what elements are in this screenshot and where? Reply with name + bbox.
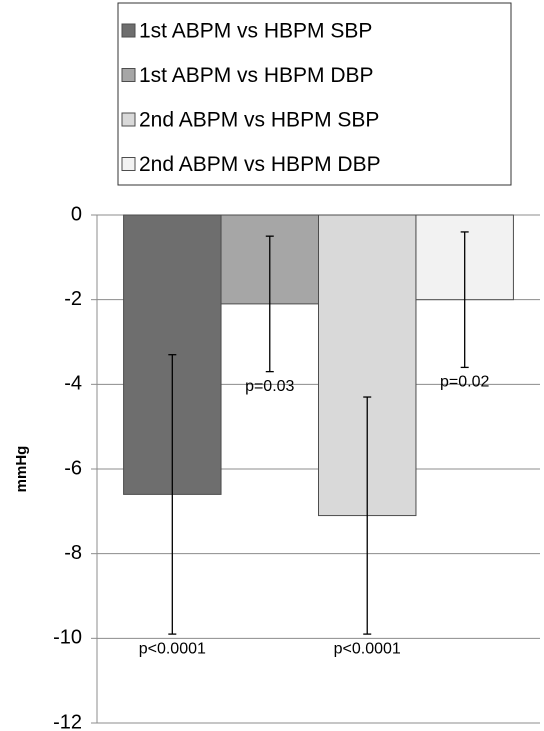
annotation: p<0.0001 <box>334 640 401 657</box>
legend-swatch <box>121 157 136 171</box>
legend-swatch <box>121 68 136 82</box>
y-tick-label: -4 <box>64 373 82 395</box>
legend-label: 1st ABPM vs HBPM SBP <box>139 20 372 43</box>
annotation: p=0.03 <box>245 378 294 395</box>
y-tick-label: -2 <box>64 288 82 310</box>
legend-swatch <box>121 23 136 38</box>
legend-swatch <box>121 112 136 127</box>
y-tick-label: -6 <box>64 457 82 479</box>
y-tick-label: -10 <box>53 627 82 649</box>
y-axis-label: mmHg <box>13 446 30 493</box>
legend-box <box>117 2 512 186</box>
y-tick-label: -8 <box>64 542 82 564</box>
y-tick-label: -12 <box>53 711 82 731</box>
legend-label: 1st ABPM vs HBPM DBP <box>139 64 374 87</box>
y-tick-label: 0 <box>71 203 82 225</box>
legend-label: 2nd ABPM vs HBPM SBP <box>139 109 379 132</box>
annotation: p=0.02 <box>440 374 489 391</box>
annotation: p<0.0001 <box>139 640 206 657</box>
legend-label: 2nd ABPM vs HBPM DBP <box>139 153 381 176</box>
